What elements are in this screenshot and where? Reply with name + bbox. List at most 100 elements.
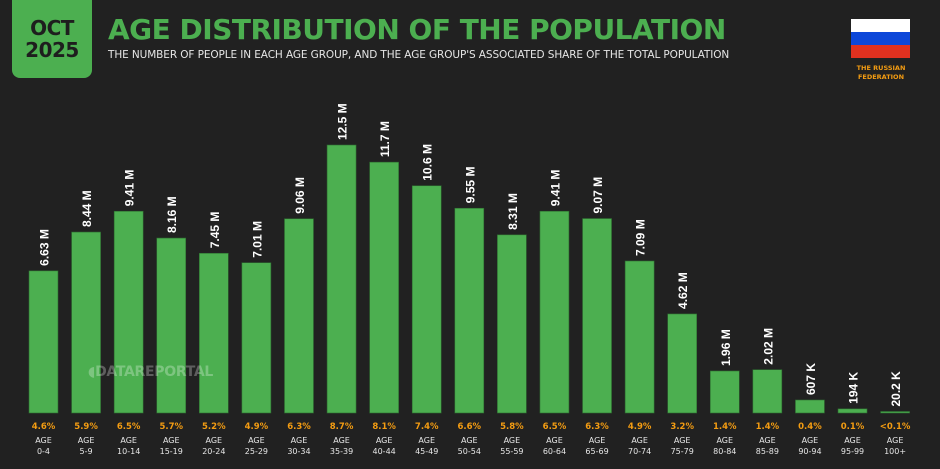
bar [539, 210, 570, 414]
age-range-label: 55-59 [500, 447, 523, 456]
age-range-label: 85-89 [756, 447, 779, 456]
country-name-line2: FEDERATION [857, 73, 905, 81]
age-prefix-label: AGE [78, 436, 95, 445]
share-label: 6.5% [117, 422, 141, 432]
share-label: 1.4% [756, 422, 780, 432]
bar-value-label: 20.2 K [889, 371, 903, 407]
share-label: 1.4% [713, 422, 737, 432]
bar-value-label: 1.96 M [719, 329, 733, 366]
bar [326, 144, 357, 414]
age-prefix-label: AGE [333, 436, 350, 445]
bar [624, 260, 655, 414]
share-label: 5.7% [159, 422, 183, 432]
badge-month: OCT [30, 16, 74, 40]
age-range-label: 70-74 [628, 447, 651, 456]
bar [497, 234, 527, 414]
bar-value-label: 194 K [847, 371, 861, 403]
age-range-label: 40-44 [373, 447, 396, 456]
share-label: 5.9% [74, 422, 98, 432]
age-prefix-label: AGE [759, 436, 776, 445]
datareportal-logo-icon: ◖ [88, 364, 96, 380]
share-label: 0.1% [841, 422, 865, 432]
age-prefix-label: AGE [291, 436, 308, 445]
bar-value-label: 4.62 M [676, 272, 690, 309]
age-prefix-label: AGE [461, 436, 478, 445]
age-prefix-label: AGE [35, 436, 52, 445]
bar-value-label: 11.7 M [378, 121, 392, 157]
bar-value-label: 8.16 M [165, 196, 179, 233]
age-prefix-label: AGE [120, 436, 137, 445]
watermark-text: DATAREPORTAL [95, 364, 214, 380]
badge-year: 2025 [25, 38, 79, 62]
age-range-label: 30-34 [287, 447, 310, 456]
age-range-label: 10-14 [117, 447, 140, 456]
age-prefix-label: AGE [716, 436, 733, 445]
bar [411, 185, 442, 414]
bar [752, 369, 783, 414]
age-prefix-label: AGE [418, 436, 435, 445]
bar [369, 161, 399, 414]
age-prefix-label: AGE [887, 436, 904, 445]
bar [454, 207, 485, 414]
share-label: <0.1% [880, 422, 911, 432]
flag-stripe-white [851, 19, 910, 32]
age-range-label: 35-39 [330, 447, 353, 456]
share-label: 6.3% [585, 422, 609, 432]
bar-value-label: 12.5 M [336, 103, 350, 140]
age-range-label: 95-99 [841, 447, 864, 456]
age-prefix-label: AGE [546, 436, 563, 445]
bar-value-label: 8.31 M [506, 193, 520, 230]
bar-value-label: 10.6 M [421, 144, 435, 181]
bar-value-label: 9.41 M [123, 170, 137, 207]
age-prefix-label: AGE [504, 436, 521, 445]
bar [241, 262, 272, 414]
age-prefix-label: AGE [631, 436, 648, 445]
bar [880, 411, 910, 414]
page-title: AGE DISTRIBUTION OF THE POPULATION [108, 13, 726, 46]
bar [71, 231, 101, 414]
age-range-label: 65-69 [585, 447, 608, 456]
flag-stripe-blue [851, 32, 910, 45]
share-label: 5.8% [500, 422, 524, 432]
share-label: 3.2% [670, 422, 694, 432]
bar-value-label: 8.44 M [80, 190, 94, 227]
share-label: 6.6% [458, 422, 482, 432]
share-label: 4.9% [245, 422, 269, 432]
bar-value-label: 9.06 M [293, 177, 307, 214]
age-range-label: 75-79 [671, 447, 694, 456]
share-label: 8.1% [372, 422, 396, 432]
bar-value-label: 9.41 M [548, 170, 562, 207]
age-range-label: 5-9 [80, 447, 93, 456]
bar-value-label: 9.55 M [463, 167, 477, 204]
flag-stripe-red [851, 45, 910, 58]
bar-value-label: 7.45 M [208, 212, 222, 249]
age-prefix-label: AGE [589, 436, 606, 445]
country-name-line1: THE RUSSIAN [856, 64, 906, 72]
share-label: 7.4% [415, 422, 439, 432]
bar-value-label: 7.09 M [634, 219, 648, 256]
share-label: 6.3% [287, 422, 311, 432]
bar-value-label: 607 K [804, 363, 818, 395]
age-prefix-label: AGE [674, 436, 691, 445]
age-range-label: 15-19 [160, 447, 183, 456]
age-range-label: 50-54 [458, 447, 481, 456]
bar [709, 370, 740, 414]
share-label: 0.4% [798, 422, 822, 432]
age-range-label: 25-29 [245, 447, 268, 456]
bar [582, 218, 612, 414]
age-prefix-label: AGE [376, 436, 393, 445]
share-label: 6.5% [543, 422, 567, 432]
age-range-label: 0-4 [37, 447, 50, 456]
bar [28, 270, 59, 414]
bar [837, 408, 868, 414]
age-prefix-label: AGE [206, 436, 223, 445]
age-prefix-label: AGE [844, 436, 861, 445]
bar [667, 313, 698, 414]
bar-value-label: 9.07 M [591, 177, 605, 214]
age-range-label: 100+ [884, 447, 906, 456]
date-badge: OCT 2025 [12, 0, 92, 78]
datareportal-watermark: ◖DATAREPORTAL [88, 364, 213, 380]
page-subtitle: THE NUMBER OF PEOPLE IN EACH AGE GROUP, … [108, 49, 730, 61]
bar-value-label: 7.01 M [250, 221, 264, 258]
